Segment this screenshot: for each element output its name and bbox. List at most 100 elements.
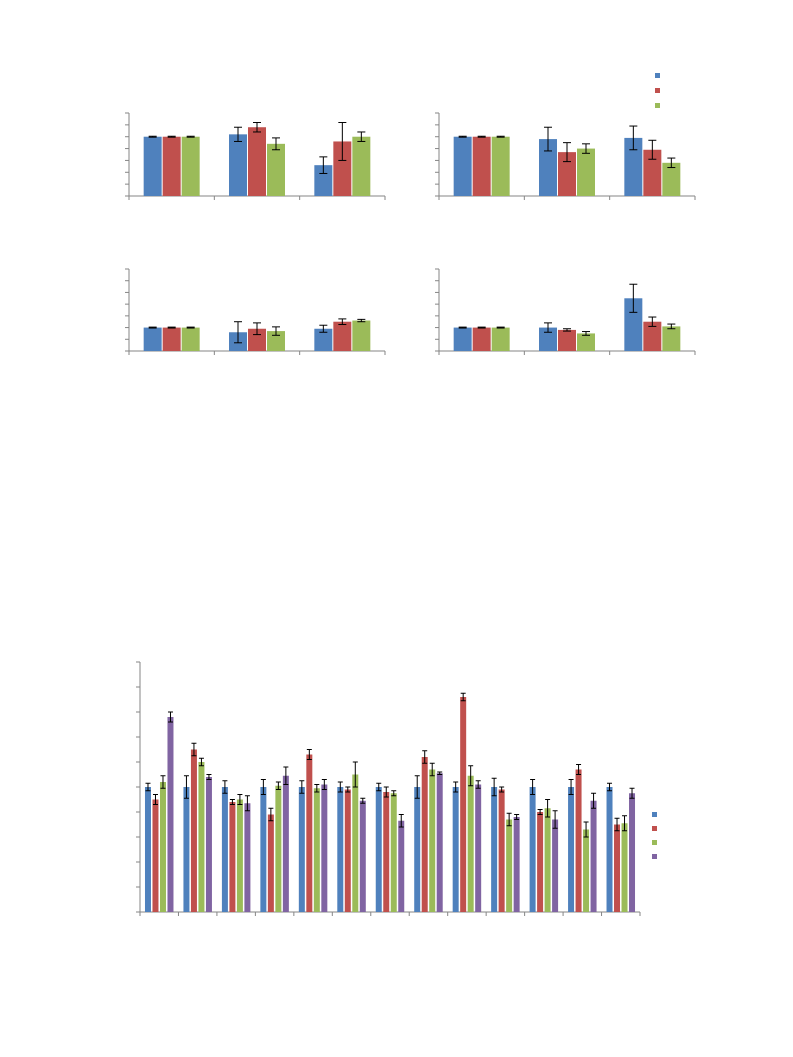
error-bar [545,799,551,818]
error-bar [629,283,638,313]
legend-swatch [652,826,657,831]
bar [260,787,267,912]
error-bar [537,809,543,815]
error-bar [222,780,228,794]
error-bar [458,135,467,138]
error-bar [345,786,351,793]
error-bar [167,326,176,329]
error-bar [530,779,536,795]
bar [313,788,320,912]
error-bar [383,786,389,798]
error-bar [667,157,676,169]
bar [577,333,595,351]
error-bar [514,814,520,820]
error-bar [152,794,158,805]
error-bar [614,817,620,832]
bar [306,754,313,912]
error-bar [496,135,505,138]
bar [453,136,472,196]
error-bar [499,786,505,793]
bar [383,792,390,912]
bar [491,327,510,351]
bar [552,819,559,912]
bar [414,787,421,912]
bar [614,824,621,912]
bar [452,787,459,912]
bar [267,143,285,196]
bar [506,819,513,912]
bar [643,321,662,351]
error-bar [314,784,320,793]
error-bar [648,139,657,160]
error-bar [268,807,274,822]
bar [198,762,205,912]
bar [152,799,159,912]
error-bar [576,764,582,775]
error-bar [206,774,212,780]
bar [537,812,544,912]
error-bar [198,757,204,767]
bar [352,320,371,351]
error-bar [414,775,420,799]
error-bar [357,131,366,142]
bar [282,775,289,912]
legend-swatch [655,103,660,108]
error-bar [167,135,176,138]
error-bar [319,324,328,333]
bar [539,139,557,196]
bar [352,774,359,912]
legend-swatch [652,854,657,859]
bar [662,326,681,351]
error-bar [622,815,628,832]
bar [529,787,536,912]
error-bar [629,787,635,799]
error-bar [148,135,157,138]
legend-swatch [652,840,657,845]
error-bar [648,316,657,327]
error-bar [468,765,474,787]
error-bar [253,322,261,336]
bar [298,787,305,912]
bar [577,148,595,196]
error-bar [183,775,189,799]
bar [229,802,236,912]
bar [558,329,576,351]
bar [606,787,613,912]
bar [314,165,333,196]
error-bar [496,326,505,329]
bar [436,773,443,912]
bar [621,823,628,912]
bar [333,321,352,351]
bar [568,787,575,912]
error-bar [453,781,459,793]
error-bar [352,761,358,788]
bar [421,757,428,912]
error-bar [167,711,173,723]
bar [624,137,643,196]
bar [205,777,212,912]
legend-swatch [652,812,657,817]
bar [352,136,371,196]
bar [491,136,510,196]
error-bar [237,794,243,805]
error-bar [319,156,328,174]
error-bar [357,318,366,323]
error-bar [234,126,242,142]
bar [359,800,366,912]
error-bar [506,812,512,827]
bar [337,787,344,912]
error-bar [321,779,327,790]
bar [498,789,505,912]
bar [162,327,181,351]
error-bar [275,781,281,790]
bar [236,799,243,912]
error-bar [544,322,552,333]
error-bar [272,137,280,151]
error-bar [437,771,443,775]
error-bar [582,143,590,154]
legend-swatch [655,73,660,78]
